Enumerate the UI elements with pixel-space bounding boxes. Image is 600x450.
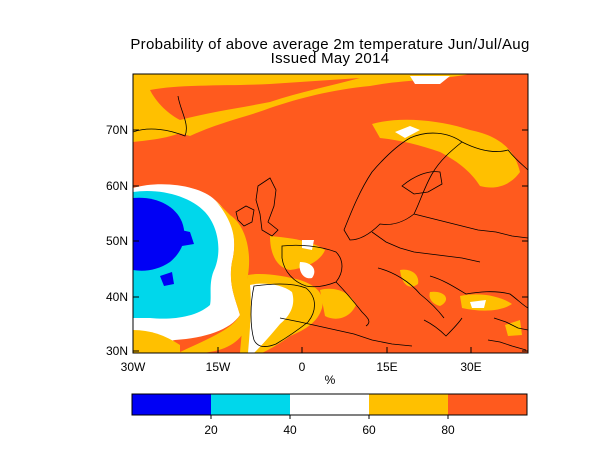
region-60-80-south-atlantic bbox=[133, 330, 180, 353]
region-80-arctic-inner bbox=[150, 78, 360, 120]
lat-label-70n: 70N bbox=[106, 123, 128, 137]
colorbar-segment-20-40 bbox=[211, 394, 290, 415]
region-0-20-speck bbox=[160, 272, 174, 286]
region-60-80-ring bbox=[178, 200, 250, 353]
probability-field bbox=[133, 74, 528, 353]
region-40-60-iberia bbox=[248, 283, 294, 353]
colorbar-segment-40-60 bbox=[290, 394, 369, 415]
colorbar-tick-40: 40 bbox=[283, 423, 297, 437]
lon-label-15e: 15E bbox=[376, 360, 397, 374]
region-white-anatolia bbox=[470, 300, 486, 308]
coastlines bbox=[133, 95, 528, 351]
latitude-ticks bbox=[133, 129, 528, 352]
colorbar-segment-60-80 bbox=[369, 394, 448, 415]
lat-label-60n: 60N bbox=[106, 179, 128, 193]
region-0-20-small bbox=[172, 228, 194, 246]
lat-label-40n: 40N bbox=[106, 290, 128, 304]
region-white-arctic bbox=[410, 76, 450, 84]
region-white-speck bbox=[302, 240, 314, 250]
region-60-80-greece bbox=[429, 291, 447, 306]
region-60-80-mediterranean bbox=[320, 288, 356, 319]
region-60-80-balkans bbox=[400, 269, 419, 287]
longitude-ticks bbox=[132, 347, 472, 353]
lon-label-0: 0 bbox=[299, 360, 306, 374]
region-0-20-atlantic bbox=[133, 197, 185, 271]
colorbar-frame bbox=[131, 393, 528, 416]
lat-label-30n: 30N bbox=[106, 344, 128, 358]
lat-label-50n: 50N bbox=[106, 234, 128, 248]
region-60-80-scandinavia bbox=[372, 119, 520, 188]
colorbar-tick-60: 60 bbox=[362, 423, 376, 437]
colorbar bbox=[131, 393, 528, 419]
lon-label-15w: 15W bbox=[206, 360, 231, 374]
colorbar-unit-label: % bbox=[325, 373, 336, 387]
region-white-france bbox=[299, 262, 315, 279]
colorbar-tick-80: 80 bbox=[441, 423, 455, 437]
chart-subtitle: Issued May 2014 bbox=[270, 50, 390, 67]
colorbar-segment-80-100 bbox=[448, 394, 527, 415]
colorbar-tick-20: 20 bbox=[204, 423, 218, 437]
colorbar-segment-0-20 bbox=[132, 394, 211, 415]
region-white-scandinavia bbox=[395, 126, 420, 138]
lon-label-30e: 30E bbox=[460, 360, 481, 374]
map-frame bbox=[132, 73, 529, 354]
lon-label-30w: 30W bbox=[121, 360, 146, 374]
chart-title: Probability of above average 2m temperat… bbox=[130, 36, 530, 53]
